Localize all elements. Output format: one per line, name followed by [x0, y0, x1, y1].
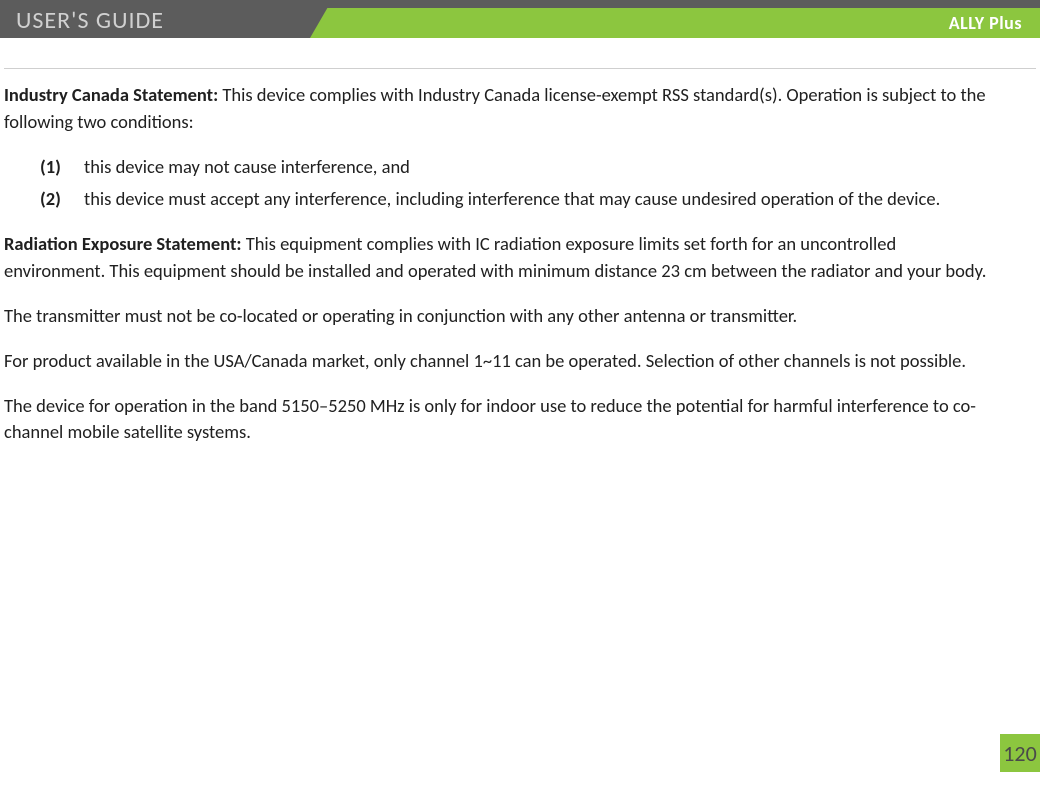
list-text: this device must accept any interference… — [84, 186, 1000, 213]
industry-canada-statement: Industry Canada Statement: This device c… — [4, 82, 1000, 136]
radiation-exposure-statement: Radiation Exposure Statement: This equip… — [4, 231, 1000, 285]
page-number-badge: 120 — [1000, 734, 1040, 772]
list-number: (2) — [40, 186, 68, 213]
list-item: (1) this device may not cause interferen… — [40, 154, 1000, 181]
page-header: USER'S GUIDE ALLY Plus — [0, 0, 1040, 48]
ic-statement-label: Industry Canada Statement: — [4, 83, 218, 106]
guide-title: USER'S GUIDE — [16, 6, 164, 35]
band-paragraph: The device for operation in the band 515… — [4, 393, 1000, 447]
radiation-label: Radiation Exposure Statement: — [4, 232, 242, 255]
header-divider — [4, 68, 1036, 69]
list-text: this device may not cause interference, … — [84, 154, 1000, 181]
list-number: (1) — [40, 154, 68, 181]
page-number: 120 — [1003, 740, 1036, 767]
list-item: (2) this device must accept any interfer… — [40, 186, 1000, 213]
body-content: Industry Canada Statement: This device c… — [4, 82, 1000, 464]
product-name: ALLY Plus — [949, 12, 1022, 34]
header-dark-notch — [310, 0, 332, 38]
transmitter-paragraph: The transmitter must not be co-located o… — [4, 303, 1000, 330]
channels-paragraph: For product available in the USA/Canada … — [4, 348, 1000, 375]
conditions-list: (1) this device may not cause interferen… — [40, 154, 1000, 214]
document-page: USER'S GUIDE ALLY Plus Industry Canada S… — [0, 0, 1040, 790]
